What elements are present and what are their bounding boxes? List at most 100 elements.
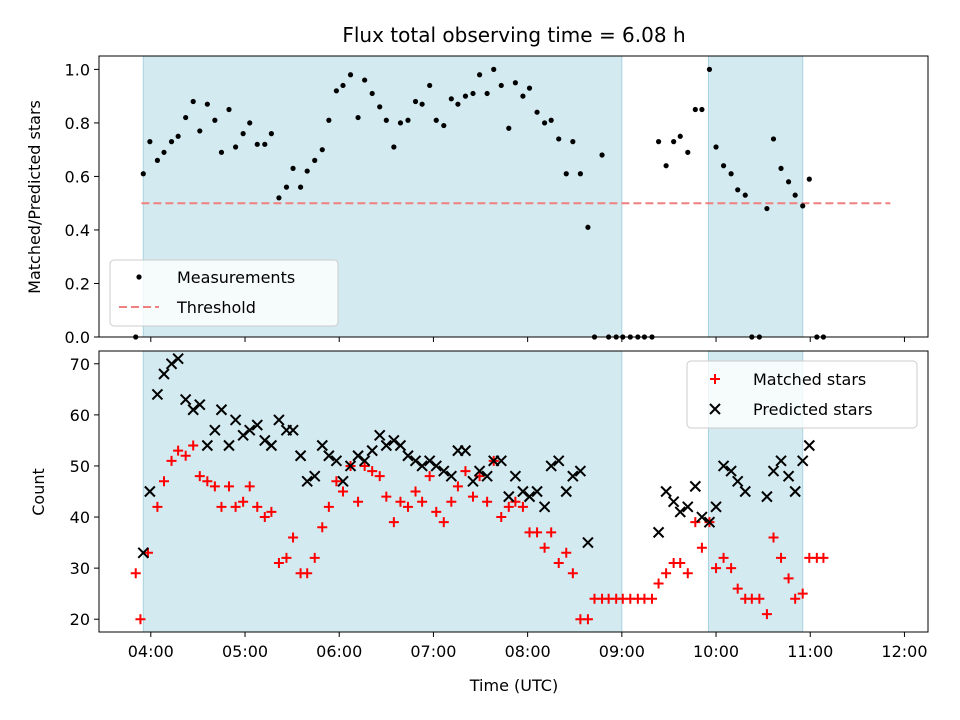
measurement-point	[476, 72, 483, 78]
measurement-point	[340, 82, 346, 89]
predicted-star-point	[380, 439, 393, 452]
predicted-star-point	[223, 439, 235, 452]
legend-measurements-label: Measurements	[177, 268, 295, 287]
predicted-star-point	[187, 404, 199, 416]
measurement-point	[154, 157, 161, 163]
measurement-point	[462, 93, 469, 99]
predicted-star-point	[137, 547, 149, 559]
measurement-point	[383, 117, 389, 123]
measurement-point	[770, 136, 777, 142]
predicted-star-point	[251, 419, 263, 431]
matched-star-point	[135, 614, 146, 625]
predicted-star-point	[538, 501, 551, 513]
measurement-point	[412, 98, 419, 105]
bottom-ylabel: Count	[29, 468, 48, 516]
y-tick-label: 60	[70, 406, 90, 425]
matched-star-point	[152, 501, 163, 512]
predicted-star-point	[689, 480, 702, 493]
measurement-point	[671, 139, 677, 145]
measurement-point	[570, 139, 576, 145]
predicted-star-point	[509, 470, 522, 482]
y-tick-label: 0.2	[65, 274, 90, 293]
predicted-star-point	[215, 404, 228, 416]
measurement-point	[742, 192, 748, 198]
matched-star-point	[718, 552, 729, 563]
predicted-star-point	[725, 465, 737, 477]
predicted-star-point	[209, 424, 221, 436]
predicted-star-point	[523, 490, 536, 503]
measurement-point	[720, 163, 727, 169]
matched-star-point	[194, 471, 205, 482]
measurement-point	[577, 171, 583, 177]
measurement-point	[699, 106, 705, 113]
x-tick-label: 10:00	[693, 642, 739, 661]
matched-star-point	[510, 496, 521, 507]
measurement-point	[419, 101, 425, 107]
observing-window	[708, 55, 804, 338]
top-axes-frame	[98, 55, 929, 338]
measurement-point	[247, 120, 253, 126]
measurement-point	[556, 136, 562, 142]
measurement-point	[655, 139, 662, 145]
matched-star-point	[553, 558, 564, 569]
predicted-star-point	[323, 450, 335, 462]
matched-star-point	[438, 517, 449, 528]
matched-star-point	[532, 527, 543, 538]
matched-star-point	[353, 496, 364, 507]
matched-star-point	[797, 588, 808, 599]
matched-star-point	[517, 501, 528, 512]
predicted-star-point	[652, 526, 665, 539]
matched-star-point	[732, 583, 743, 594]
predicted-star-point	[761, 490, 773, 503]
x-axis-label: Time (UTC)	[469, 676, 558, 695]
measurement-point	[677, 133, 683, 139]
measurement-point	[297, 184, 304, 190]
matched-star-point	[395, 496, 406, 507]
matched-star-point	[776, 552, 787, 563]
predicted-star-point	[682, 501, 694, 513]
matched-star-point	[224, 481, 235, 492]
predicted-star-point	[194, 398, 206, 411]
matched-star-point	[696, 542, 707, 553]
predicted-star-point	[144, 485, 156, 498]
matched-star-point	[337, 486, 348, 497]
matched-star-point	[726, 563, 737, 574]
y-tick-label: 20	[70, 610, 90, 629]
predicted-star-point	[337, 475, 349, 487]
matched-star-point	[288, 532, 299, 543]
matched-star-point	[367, 466, 378, 477]
matched-star-point	[561, 547, 572, 558]
x-tick-label: 06:00	[316, 642, 362, 661]
predicted-star-point	[495, 455, 507, 467]
predicted-star-point	[388, 434, 400, 447]
matched-star-point	[180, 450, 191, 461]
matched-star-point	[359, 460, 370, 471]
measurement-point	[448, 96, 454, 102]
predicted-star-point	[259, 434, 271, 447]
matched-star-point	[130, 568, 141, 579]
matched-star-point	[761, 609, 772, 620]
predicted-star-point	[481, 470, 493, 482]
y-tick-label: 0.8	[65, 114, 90, 133]
predicted-star-point	[803, 439, 816, 452]
matched-star-point	[216, 501, 227, 512]
predicted-star-point	[402, 450, 414, 462]
measurement-point	[427, 82, 433, 89]
matched-star-point	[790, 593, 801, 604]
matched-star-point	[690, 517, 701, 528]
predicted-star-point	[237, 429, 249, 442]
matched-star-point	[317, 522, 328, 533]
measurement-point	[433, 117, 439, 123]
matched-star-point	[244, 481, 255, 492]
matched-star-point	[711, 563, 722, 574]
matched-star-point	[675, 558, 686, 569]
matched-star-point	[273, 558, 284, 569]
measurement-point	[140, 171, 146, 177]
matched-star-point	[431, 506, 442, 517]
predicted-star-point	[309, 470, 321, 482]
measurement-point	[312, 157, 318, 163]
matched-star-point	[238, 496, 249, 507]
predicted-star-point	[660, 485, 672, 498]
measurement-point	[240, 131, 246, 137]
y-tick-label: 70	[70, 355, 90, 374]
